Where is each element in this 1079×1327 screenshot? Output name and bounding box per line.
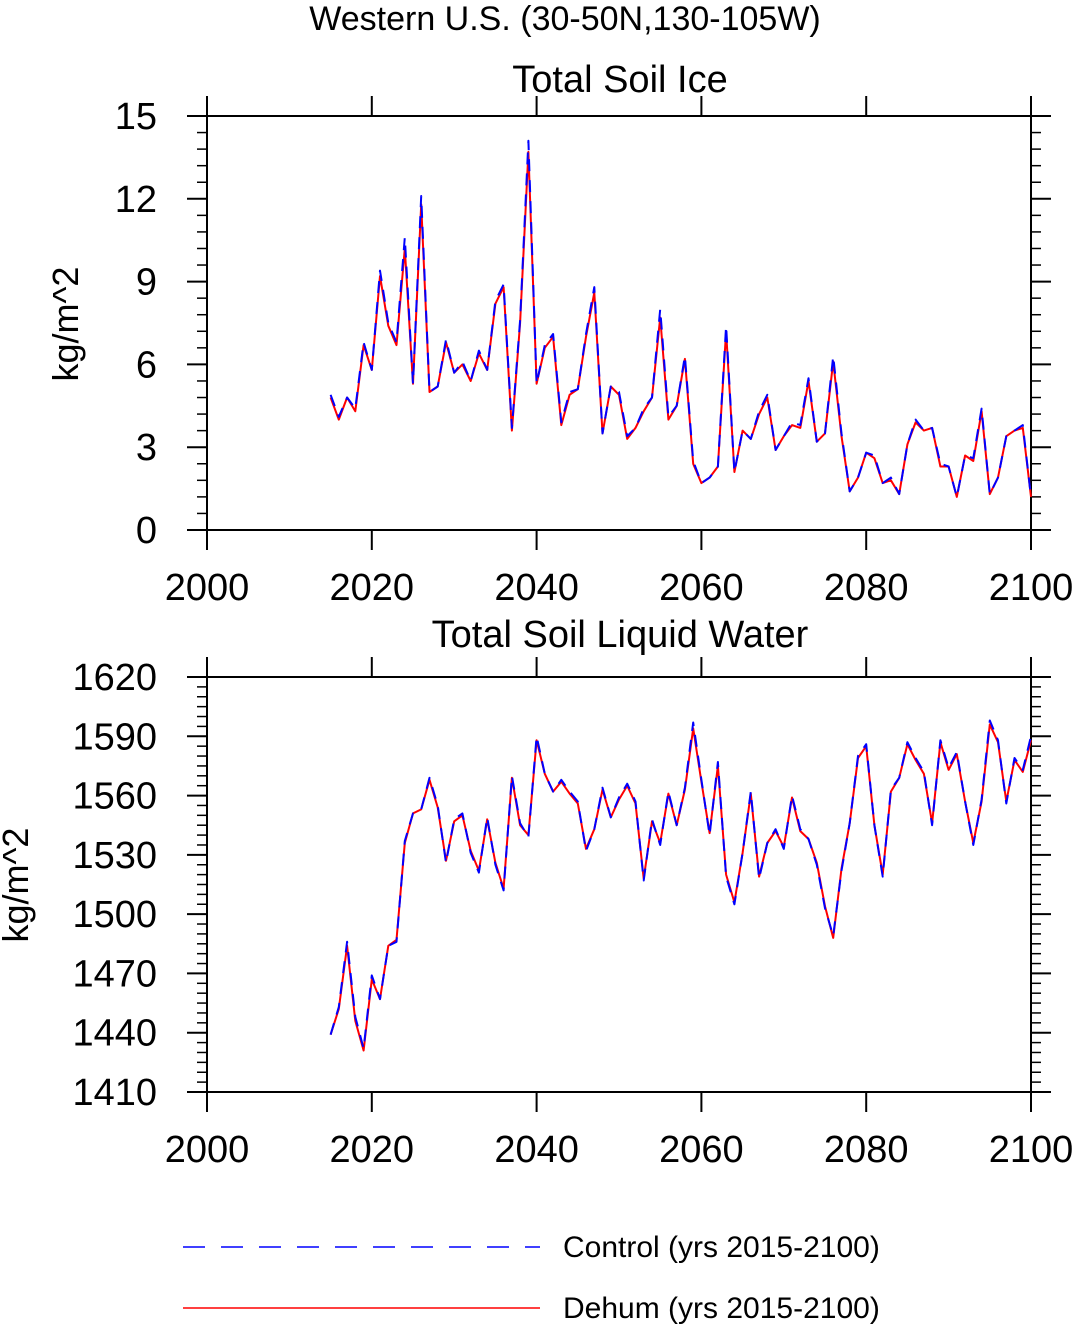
y-axis-label: kg/m^2 — [45, 267, 86, 382]
x-tick-label: 2000 — [165, 1129, 250, 1171]
series-line-control — [329, 719, 1032, 1050]
x-tick-label: 2000 — [165, 567, 250, 609]
y-tick-label: 3 — [136, 427, 157, 469]
x-tick-label: 2080 — [824, 567, 909, 609]
soil-ice-chart: Total Soil Ice kg/m^2 2000 2020 2040 2060 20… — [45, 59, 1073, 609]
y-tick-label: 1470 — [72, 953, 157, 995]
series-line-dehum — [329, 723, 1032, 1052]
x-tick-label: 2080 — [824, 1129, 909, 1171]
x-tick-label: 2040 — [494, 567, 579, 609]
chart-title: Total Soil Liquid Water — [432, 614, 809, 656]
x-tick-label: 2100 — [989, 567, 1074, 609]
y-tick-label: 0 — [136, 510, 157, 552]
soil-liquid-water-chart: Total Soil Liquid Water kg/m^2 2000 2020 2… — [0, 614, 1073, 1171]
series-line-control — [329, 139, 1032, 498]
x-tick-label: 2020 — [330, 567, 415, 609]
y-tick-label: 15 — [115, 96, 157, 138]
x-tick-label: 2020 — [330, 1129, 415, 1171]
x-tick-label: 2060 — [659, 1129, 744, 1171]
y-tick-label: 1590 — [72, 716, 157, 758]
y-tick-label: 1500 — [72, 894, 157, 936]
x-tick-label: 2040 — [494, 1129, 579, 1171]
x-tick-label: 2100 — [989, 1129, 1074, 1171]
y-tick-label: 6 — [136, 344, 157, 386]
series-line-dehum — [329, 150, 1032, 498]
page-title: Western U.S. (30-50N,130-105W) — [309, 0, 820, 38]
y-tick-label: 1410 — [72, 1072, 157, 1114]
x-tick-label: 2060 — [659, 567, 744, 609]
y-tick-label: 1440 — [72, 1013, 157, 1055]
legend-label-dehum: Dehum (yrs 2015-2100) — [563, 1292, 880, 1325]
y-tick-label: 1530 — [72, 835, 157, 877]
chart-title: Total Soil Ice — [512, 59, 727, 101]
y-tick-label: 12 — [115, 179, 157, 221]
legend-label-control: Control (yrs 2015-2100) — [563, 1231, 880, 1264]
y-tick-label: 9 — [136, 262, 157, 304]
y-tick-label: 1560 — [72, 776, 157, 818]
y-tick-label: 1620 — [72, 657, 157, 699]
plot-frame — [206, 115, 1032, 531]
legend: Control (yrs 2015-2100) Dehum (yrs 2015-… — [183, 1231, 880, 1325]
plot-frame — [206, 676, 1032, 1093]
y-axis-label: kg/m^2 — [0, 828, 36, 943]
